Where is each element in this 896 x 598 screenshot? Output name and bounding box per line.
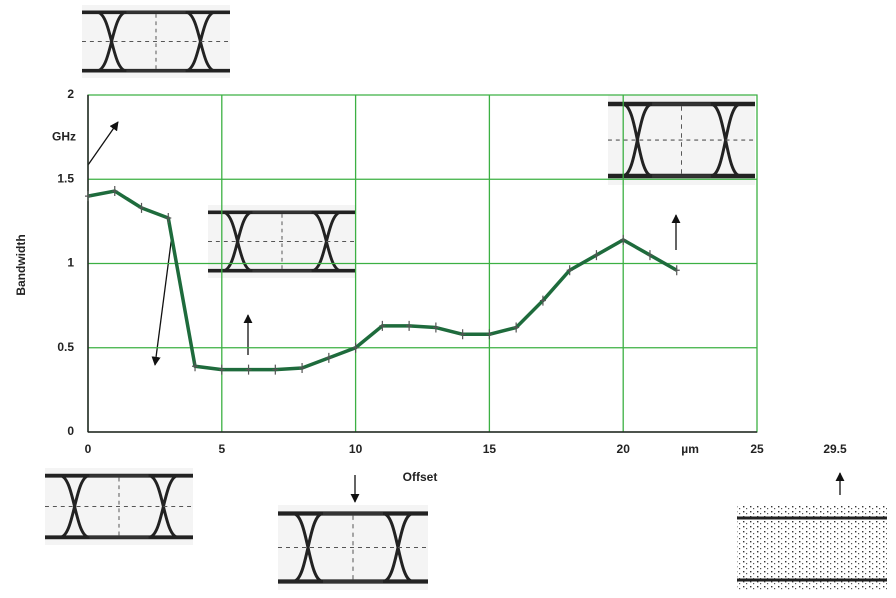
eye-diagram xyxy=(208,205,356,278)
data-point xyxy=(299,363,305,373)
data-point xyxy=(112,186,118,196)
x-tick-label: 10 xyxy=(349,442,363,456)
data-point xyxy=(674,265,680,275)
eye-diagram xyxy=(278,505,428,590)
y-tick-label: 1.5 xyxy=(57,171,74,185)
x-tick-label: 5 xyxy=(218,442,225,456)
eye-diagram-noisy xyxy=(737,505,887,590)
y-tick-label: 0.5 xyxy=(57,340,74,354)
x-axis-label: Offset xyxy=(403,470,438,484)
data-point xyxy=(326,353,332,363)
x-tick-label: 25 xyxy=(750,442,764,456)
data-point xyxy=(272,365,278,375)
y-tick-label: 1 xyxy=(67,256,74,270)
data-point xyxy=(486,329,492,339)
data-point xyxy=(433,323,439,333)
x-tick-label: 0 xyxy=(85,442,92,456)
data-point xyxy=(219,365,225,375)
data-line xyxy=(88,191,677,370)
data-point xyxy=(406,321,412,331)
x-tick-label: 15 xyxy=(483,442,497,456)
data-point xyxy=(139,203,145,213)
data-point xyxy=(620,235,626,245)
data-point xyxy=(460,329,466,339)
arrow xyxy=(155,235,172,365)
x-tick-label: 20 xyxy=(617,442,631,456)
eye-diagram xyxy=(82,5,230,78)
annotation: GHz xyxy=(52,129,76,143)
data-point xyxy=(647,250,653,260)
data-point xyxy=(593,250,599,260)
eye-diagrams xyxy=(45,5,887,590)
y-tick-label: 2 xyxy=(67,87,74,101)
data-point xyxy=(246,365,252,375)
data-point xyxy=(85,191,91,201)
chart: Offset Bandwidth 00.511.520510152025GHzµ… xyxy=(0,0,896,598)
y-axis-label: Bandwidth xyxy=(14,234,28,295)
arrow xyxy=(88,122,118,165)
annotation: µm xyxy=(681,442,699,456)
eye-diagram xyxy=(45,468,193,545)
annotation: 29.5 xyxy=(823,442,847,456)
y-tick-label: 0 xyxy=(67,424,74,438)
eye-diagram xyxy=(608,95,755,185)
